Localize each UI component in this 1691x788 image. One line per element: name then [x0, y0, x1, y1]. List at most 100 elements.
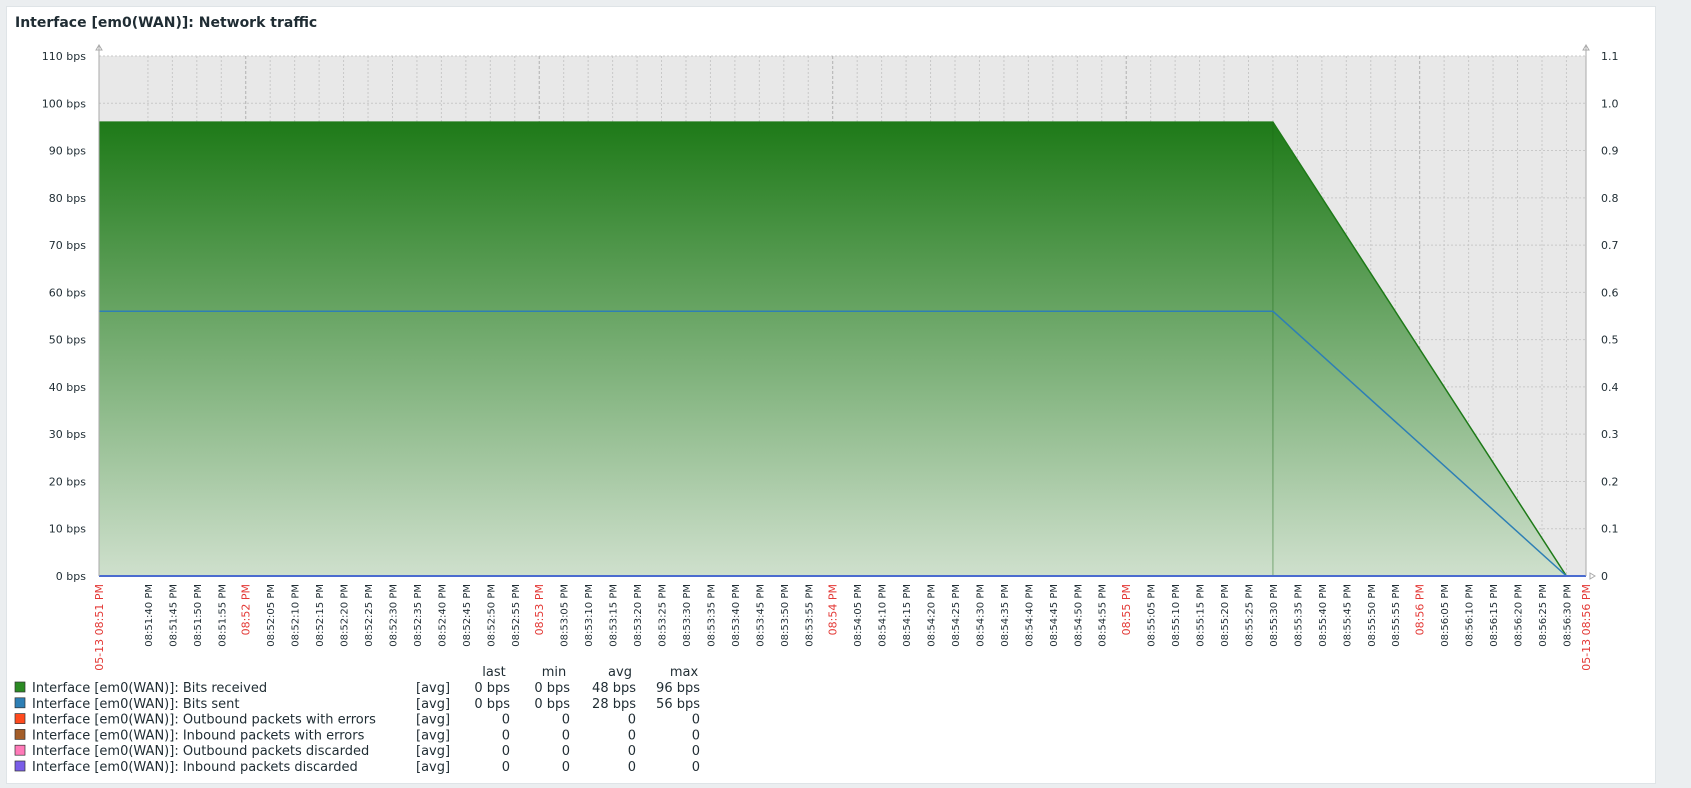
y-left-tick-label: 40 bps [49, 381, 86, 394]
legend-value-max: 0 [692, 713, 700, 728]
x-tick-label: 08:53:20 PM [633, 584, 644, 647]
x-tick-label: 08:54:05 PM [853, 584, 864, 647]
x-tick-label: 08:53:05 PM [560, 584, 571, 647]
x-tick-label: 08:52:55 PM [511, 584, 522, 647]
y-left-tick-label: 50 bps [49, 334, 86, 347]
x-tick-label: 08:55:25 PM [1244, 584, 1255, 647]
graph-title: Interface [em0(WAN)]: Network traffic [15, 15, 318, 31]
legend-function: [avg] [416, 681, 450, 696]
x-tick-label: 08:52:30 PM [388, 584, 399, 647]
legend-value-max: 56 bps [656, 697, 700, 712]
x-tick-label: 08:55:05 PM [1147, 584, 1158, 647]
x-tick-label: 08:56:30 PM [1562, 584, 1573, 647]
x-tick-label: 08:55:40 PM [1318, 584, 1329, 647]
legend-value-max: 96 bps [656, 681, 700, 696]
x-tick-label: 08:55:30 PM [1269, 584, 1280, 647]
x-tick-label: 08:55:50 PM [1367, 584, 1378, 647]
legend-value-max: 0 [692, 760, 700, 775]
legend-value-min: 0 [562, 728, 570, 743]
y-left-tick-label: 0 bps [56, 570, 86, 583]
x-tick-label: 08:53:40 PM [731, 584, 742, 647]
legend-series-name: Interface [em0(WAN)]: Inbound packets di… [32, 760, 358, 775]
y-right-tick-label: 0.3 [1601, 428, 1619, 441]
legend-function: [avg] [416, 697, 450, 712]
y-left-tick-label: 30 bps [49, 428, 86, 441]
x-tick-label: 08:52:15 PM [315, 584, 326, 647]
y-left-tick-label: 100 bps [42, 97, 86, 110]
y-right-tick-label: 0 [1601, 570, 1608, 583]
legend-series-name: Interface [em0(WAN)]: Outbound packets w… [32, 713, 376, 728]
y-right-tick-label: 0.8 [1601, 192, 1619, 205]
x-tick-label: 08:54:30 PM [975, 584, 986, 647]
legend-value-min: 0 [562, 744, 570, 759]
y-left-tick-label: 110 bps [42, 50, 86, 63]
x-tick-label: 08:55:20 PM [1220, 584, 1231, 647]
legend-swatch [14, 697, 26, 709]
legend-swatch [14, 729, 26, 740]
legend-function: [avg] [416, 713, 450, 728]
y-right-tick-label: 0.6 [1601, 286, 1619, 299]
x-tick-label: 08:54:10 PM [878, 584, 889, 647]
x-tick-label: 08:55:35 PM [1293, 584, 1304, 647]
legend-value-max: 0 [692, 728, 700, 743]
series-area-bits-received [99, 122, 1586, 576]
x-tick-label: 08:54:25 PM [951, 584, 962, 647]
x-tick-label: 08:56:25 PM [1538, 584, 1549, 647]
legend-value-avg: 0 [628, 713, 636, 728]
legend-swatch [14, 681, 26, 693]
y-right-tick-label: 0.1 [1601, 523, 1619, 536]
y-right-tick-label: 0.2 [1601, 475, 1619, 488]
y-left-tick-label: 80 bps [49, 192, 86, 205]
x-tick-label: 08:53:35 PM [706, 584, 717, 647]
x-tick-label: 08:54 PM [827, 584, 840, 635]
legend-swatch [14, 760, 26, 772]
x-tick-label: 08:53:15 PM [609, 584, 620, 647]
x-tick-label: 08:54:40 PM [1024, 584, 1035, 647]
legend-value-avg: 48 bps [592, 681, 636, 696]
legend-value-last: 0 [502, 713, 510, 728]
x-tick-label: 08:51:55 PM [217, 584, 228, 647]
legend-series-name: Interface [em0(WAN)]: Outbound packets d… [32, 744, 369, 759]
legend-value-min: 0 bps [534, 681, 570, 696]
legend-value-avg: 0 [628, 744, 636, 759]
x-tick-label: 08:52:50 PM [486, 584, 497, 647]
y-right-tick-label: 0.7 [1601, 239, 1619, 252]
x-axis-arrow [1589, 572, 1596, 580]
legend-value-avg: 0 [628, 760, 636, 775]
legend-series-name: Interface [em0(WAN)]: Bits received [32, 681, 267, 696]
x-tick-label: 08:54:35 PM [1000, 584, 1011, 647]
legend-series-name: Interface [em0(WAN)]: Inbound packets wi… [32, 728, 365, 743]
x-tick-label: 05-13 08:51 PM [93, 584, 106, 671]
x-tick-label: 08:52:45 PM [462, 584, 473, 647]
x-tick-label: 08:53:10 PM [584, 584, 595, 647]
x-tick-label: 08:53:45 PM [755, 584, 766, 647]
legend-value-max: 0 [692, 744, 700, 759]
x-tick-label: 08:53:55 PM [804, 584, 815, 647]
y-right-tick-label: 1.0 [1601, 97, 1619, 110]
x-tick-label: 08:53 PM [533, 584, 546, 635]
x-tick-label: 08:53:25 PM [658, 584, 669, 647]
y-left-tick-label: 20 bps [49, 475, 86, 488]
y-left-tick-label: 10 bps [49, 523, 86, 536]
legend-value-min: 0 [562, 760, 570, 775]
y-left-tick-label: 70 bps [49, 239, 86, 252]
x-tick-label: 08:55:15 PM [1196, 584, 1207, 647]
x-tick-label: 08:54:20 PM [927, 584, 938, 647]
y-right-tick-label: 0.9 [1601, 145, 1619, 158]
legend-header-min: min [542, 665, 567, 680]
x-tick-label: 08:52:05 PM [266, 584, 277, 647]
x-tick-label: 08:55 PM [1120, 584, 1133, 635]
x-tick-label: 08:52:10 PM [291, 584, 302, 647]
legend-function: [avg] [416, 760, 450, 775]
y-left-tick-label: 60 bps [49, 286, 86, 299]
y-right-tick-label: 0.5 [1601, 334, 1619, 347]
x-tick-label: 08:53:50 PM [780, 584, 791, 647]
legend-swatch [14, 744, 26, 756]
x-tick-label: 08:54:45 PM [1049, 584, 1060, 647]
x-tick-label: 08:51:40 PM [144, 584, 155, 647]
y-left-axis-arrow [95, 44, 103, 51]
x-tick-label: 08:52 PM [240, 584, 253, 635]
legend-swatch [14, 713, 26, 724]
legend-header-max: max [670, 665, 699, 680]
